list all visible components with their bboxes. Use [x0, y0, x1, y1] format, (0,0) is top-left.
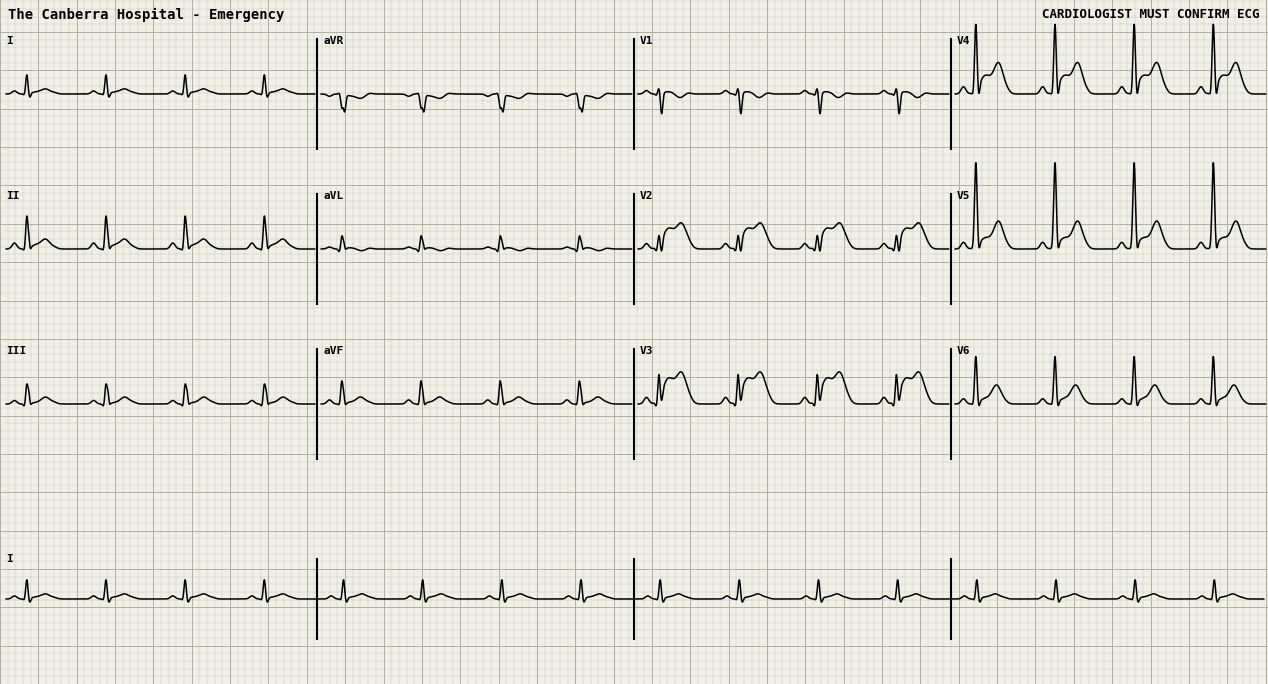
Text: aVR: aVR [323, 36, 344, 46]
Text: V3: V3 [640, 346, 653, 356]
Text: aVL: aVL [323, 191, 344, 201]
Text: I: I [6, 36, 13, 46]
Text: V5: V5 [957, 191, 970, 201]
Text: V4: V4 [957, 36, 970, 46]
Text: III: III [6, 346, 27, 356]
Text: I: I [6, 554, 13, 564]
Text: CARDIOLOGIST MUST CONFIRM ECG: CARDIOLOGIST MUST CONFIRM ECG [1042, 8, 1260, 21]
Text: V2: V2 [640, 191, 653, 201]
Text: The Canberra Hospital - Emergency: The Canberra Hospital - Emergency [8, 8, 284, 22]
Text: aVF: aVF [323, 346, 344, 356]
Text: V1: V1 [640, 36, 653, 46]
Text: II: II [6, 191, 19, 201]
Text: V6: V6 [957, 346, 970, 356]
